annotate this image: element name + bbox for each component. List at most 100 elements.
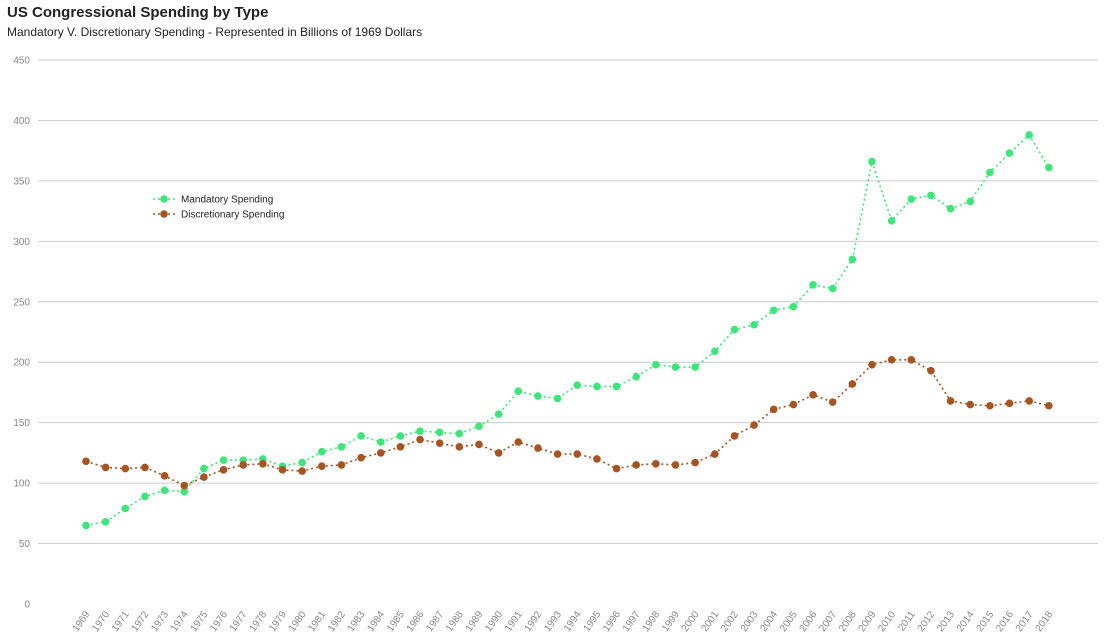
data-point[interactable] [769,306,778,315]
data-point[interactable] [966,400,975,409]
data-point[interactable] [848,255,857,264]
data-point[interactable] [986,168,994,177]
data-point[interactable] [298,458,306,467]
data-point[interactable] [946,204,955,213]
data-point[interactable] [160,486,169,495]
data-point[interactable] [691,363,699,371]
data-point[interactable] [298,467,306,475]
data-point[interactable] [318,447,326,456]
data-point[interactable] [809,391,817,399]
data-point[interactable] [357,432,365,440]
data-point[interactable] [1045,163,1053,172]
data-point[interactable] [927,191,935,200]
data-point[interactable] [121,504,130,513]
data-point[interactable] [160,472,169,480]
data-point[interactable] [1005,149,1014,157]
data-point[interactable] [121,464,130,473]
data-point[interactable] [396,432,405,440]
data-point[interactable] [475,440,483,449]
data-point[interactable] [318,462,326,470]
data-point[interactable] [180,481,189,490]
data-point[interactable] [612,464,621,473]
data-point[interactable] [82,457,90,466]
data-point[interactable] [396,443,405,451]
data-point[interactable] [1045,401,1053,410]
data-point[interactable] [416,435,424,444]
data-point[interactable] [82,521,90,530]
data-point[interactable] [219,466,228,474]
data-point[interactable] [593,382,601,391]
data-point[interactable] [907,195,916,203]
data-point[interactable] [730,432,739,440]
data-point[interactable] [435,428,444,437]
data-point[interactable] [946,397,955,405]
data-point[interactable] [455,443,464,451]
data-point[interactable] [101,517,110,526]
data-point[interactable] [337,461,346,469]
data-point[interactable] [652,360,660,369]
data-point[interactable] [278,466,287,474]
data-point[interactable] [868,157,876,166]
data-point[interactable] [887,356,896,364]
data-point[interactable] [966,197,975,206]
data-point[interactable] [1025,397,1033,405]
data-point[interactable] [219,456,228,464]
data-point[interactable] [868,360,876,369]
data-point[interactable] [534,444,542,452]
data-point[interactable] [769,405,778,414]
data-point[interactable] [828,284,837,293]
data-point[interactable] [789,400,798,409]
data-point[interactable] [730,325,739,334]
data-point[interactable] [986,401,994,410]
data-point[interactable] [455,429,464,438]
data-point[interactable] [632,372,640,381]
data-point[interactable] [376,449,385,457]
data-point[interactable] [416,427,424,435]
data-point[interactable] [475,422,483,431]
data-point[interactable] [711,347,719,356]
data-point[interactable] [1025,131,1033,139]
data-point[interactable] [376,438,385,446]
data-point[interactable] [750,320,758,329]
data-point[interactable] [887,216,896,225]
legend-item[interactable]: Mandatory Spending [153,195,273,206]
data-point[interactable] [632,461,640,469]
data-point[interactable] [239,461,247,469]
data-point[interactable] [514,438,523,446]
legend-item[interactable]: Discretionary Spending [153,210,284,221]
data-point[interactable] [494,410,503,419]
data-point[interactable] [652,459,660,468]
data-point[interactable] [907,356,916,364]
data-point[interactable] [200,473,208,481]
data-point[interactable] [750,421,758,429]
data-point[interactable] [534,392,542,400]
data-point[interactable] [337,443,346,451]
data-point[interactable] [101,463,110,472]
data-point[interactable] [141,492,149,501]
data-point[interactable] [612,382,621,391]
data-point[interactable] [828,398,837,406]
x-tick-label: 1996 [601,609,623,634]
data-point[interactable] [553,450,562,458]
data-point[interactable] [573,450,582,458]
data-point[interactable] [553,394,562,403]
data-point[interactable] [593,455,601,463]
data-point[interactable] [494,449,503,457]
data-point[interactable] [691,458,699,467]
data-point[interactable] [809,281,817,289]
data-point[interactable] [789,302,798,311]
data-point[interactable] [357,453,365,462]
data-point[interactable] [514,387,523,396]
data-point[interactable] [141,463,149,472]
data-point[interactable] [200,464,208,473]
data-point[interactable] [259,459,267,468]
data-point[interactable] [848,380,857,388]
data-point[interactable] [573,381,582,389]
data-point[interactable] [711,450,719,458]
data-point[interactable] [927,366,935,375]
data-point[interactable] [435,439,444,448]
data-point[interactable] [180,487,189,496]
data-point[interactable] [1005,399,1014,408]
data-point[interactable] [671,363,680,371]
data-point[interactable] [671,461,680,469]
